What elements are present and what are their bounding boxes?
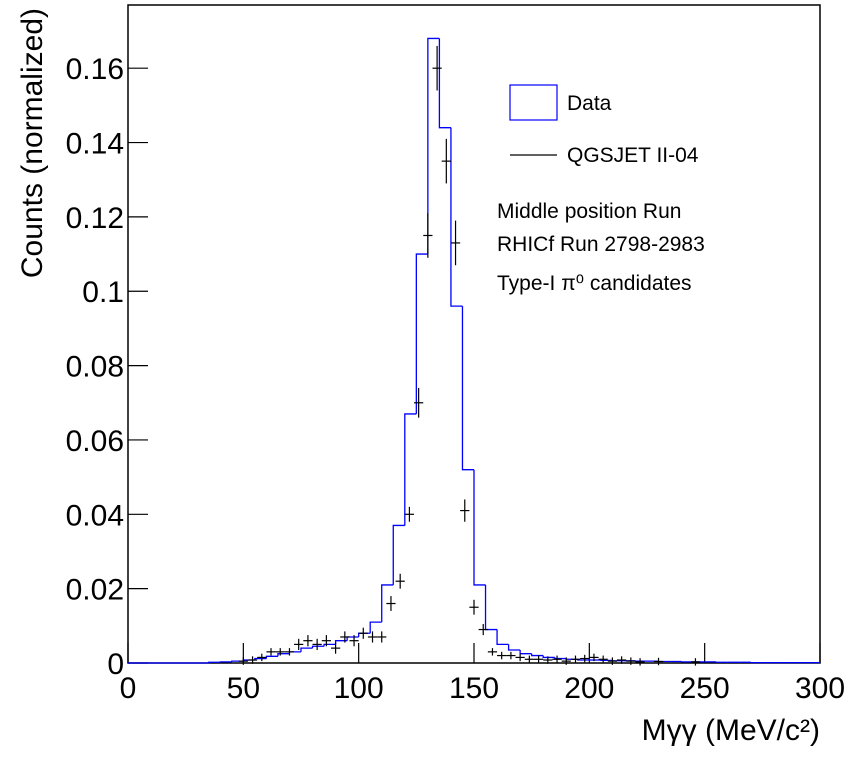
data-point [257, 653, 267, 662]
data-point [284, 648, 295, 656]
data-point [543, 656, 553, 664]
histogram-bin [519, 649, 532, 655]
y-tick-label: 0 [107, 648, 124, 681]
x-tick-label: 0 [120, 672, 137, 705]
data-point [617, 656, 627, 664]
x-tick-label: 200 [564, 672, 614, 705]
x-tick-label: 250 [680, 672, 730, 705]
legend-swatch [509, 84, 558, 121]
data-point [515, 653, 525, 662]
data-point [506, 651, 516, 660]
histogram-bin [381, 584, 394, 623]
data-point [497, 651, 507, 660]
data-point [524, 655, 534, 663]
data-point [247, 656, 258, 664]
histogram-bin [554, 657, 567, 660]
annotation: Type-I π⁰ candidates [497, 272, 692, 295]
data-point [607, 657, 618, 665]
data-point [349, 635, 359, 647]
data-point [395, 573, 405, 589]
data-point [330, 642, 341, 654]
histogram-bin [265, 655, 278, 659]
histogram-bin [277, 653, 290, 657]
y-tick-label: 0.04 [66, 499, 124, 532]
histogram-bin [392, 524, 405, 585]
y-tick-label: 0.08 [66, 351, 124, 384]
histogram-bin [450, 127, 463, 307]
data-point [570, 655, 581, 663]
data-point [377, 631, 387, 643]
y-tick-label: 0.06 [66, 425, 124, 458]
histogram-bin [542, 655, 555, 659]
x-tick-label: 50 [227, 672, 260, 705]
data-point [469, 599, 479, 615]
data-point [580, 654, 590, 663]
data-point [561, 657, 571, 665]
x-axis-title: Mγγ (MeV/c²) [642, 714, 820, 747]
x-tick-label: 150 [449, 672, 499, 705]
histogram-bin [473, 469, 486, 586]
data-point [275, 648, 285, 656]
histogram-bin [415, 253, 428, 414]
annotation: RHICf Run 2798-2983 [497, 233, 705, 256]
data-point [294, 638, 304, 650]
y-axis-title: Counts (normalized) [16, 8, 49, 278]
data-point [432, 45, 442, 91]
histogram-bin [484, 584, 498, 631]
data-point [303, 635, 313, 647]
data-point [589, 653, 599, 662]
data-point [367, 631, 378, 643]
annotation: Middle position Run [497, 200, 681, 223]
y-tick-label: 0.12 [66, 202, 124, 235]
x-tick-label: 100 [334, 672, 384, 705]
histogram-bin [427, 37, 440, 255]
histogram-bin [438, 38, 451, 129]
legend-label: Data [567, 92, 612, 115]
data-point [414, 387, 424, 418]
data-point [321, 635, 331, 647]
histogram-bin [496, 629, 509, 646]
histogram-bin [208, 661, 221, 663]
data-point [441, 138, 451, 184]
data-point [690, 658, 701, 666]
data-point [340, 631, 350, 643]
data-point [450, 220, 461, 266]
histogram-bin [531, 653, 544, 657]
data-point [533, 655, 544, 663]
histogram-bin [461, 306, 474, 471]
data-point [626, 657, 636, 665]
y-tick-label: 0.02 [66, 574, 124, 607]
data-point [266, 648, 276, 656]
data-point [404, 506, 415, 522]
data-point [238, 657, 248, 665]
data-point [653, 657, 664, 666]
data-point [487, 648, 498, 656]
legend-label: QGSJET II-04 [567, 144, 699, 167]
y-tick-label: 0.16 [66, 53, 124, 86]
data-point [312, 638, 322, 650]
data-point [478, 623, 488, 636]
histogram-bin [369, 621, 382, 634]
data-point [386, 596, 396, 611]
histogram-bin [323, 643, 336, 647]
data-point [423, 213, 433, 258]
histogram-bin [300, 647, 313, 652]
histogram-bin [311, 645, 325, 649]
data-point [598, 655, 608, 663]
y-tick-label: 0.14 [66, 128, 124, 161]
x-tick-label: 300 [795, 672, 845, 705]
histogram-bin [507, 644, 521, 651]
data-point [635, 658, 645, 666]
data-point [460, 499, 470, 522]
histogram-bin [404, 413, 417, 526]
y-tick-label: 0.1 [82, 276, 124, 309]
data-point [358, 627, 368, 639]
data-point [552, 655, 562, 663]
